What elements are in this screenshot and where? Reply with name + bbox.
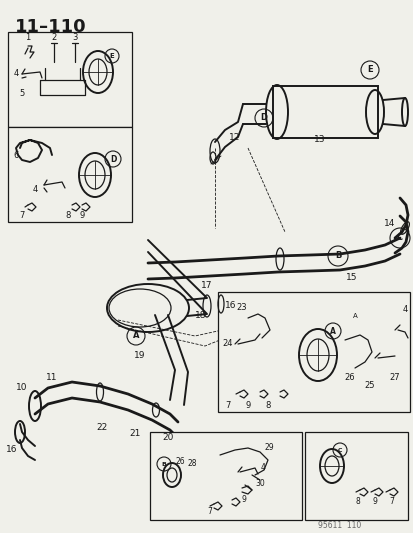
Text: 19: 19	[134, 351, 145, 360]
Text: 9: 9	[79, 212, 84, 221]
Bar	[218, 292, 409, 412]
Text: 4: 4	[260, 464, 265, 472]
Text: 4: 4	[401, 305, 407, 314]
Text: A: A	[133, 332, 139, 341]
Text: 9: 9	[241, 496, 246, 505]
Text: D: D	[260, 114, 267, 123]
Text: 7: 7	[19, 211, 25, 220]
Text: 4: 4	[32, 185, 38, 195]
Text: 8: 8	[265, 400, 270, 409]
Text: 7: 7	[207, 507, 212, 516]
Text: 95611  110: 95611 110	[318, 521, 361, 529]
Text: 17: 17	[201, 281, 212, 290]
Text: 12: 12	[229, 133, 240, 142]
Text: 9: 9	[372, 497, 377, 506]
Text: 7: 7	[225, 400, 230, 409]
Text: 30: 30	[254, 480, 264, 489]
Text: 6: 6	[13, 150, 19, 159]
Text: 11–110: 11–110	[15, 18, 86, 36]
Text: 8: 8	[65, 212, 71, 221]
Text: 1: 1	[25, 34, 31, 43]
Text: 18: 18	[195, 311, 206, 320]
Text: 7: 7	[389, 497, 394, 506]
Text: 16: 16	[6, 446, 18, 455]
Text: 4: 4	[13, 69, 19, 78]
Text: A: A	[329, 327, 335, 335]
Text: E: E	[366, 66, 372, 75]
Text: B: B	[161, 462, 166, 466]
Bar	[8, 127, 132, 222]
Text: 26: 26	[344, 374, 354, 383]
Text: A: A	[352, 313, 356, 319]
Text: 16: 16	[225, 302, 236, 311]
Text: 22: 22	[96, 424, 107, 432]
Text: 13: 13	[313, 135, 325, 144]
Text: 3: 3	[72, 33, 78, 42]
Bar	[272, 86, 377, 138]
Text: 27: 27	[389, 374, 399, 383]
Text: 5: 5	[19, 88, 24, 98]
Text: 10: 10	[16, 384, 28, 392]
Text: 2: 2	[51, 33, 57, 42]
Text: 8: 8	[355, 497, 359, 506]
Text: 14: 14	[383, 220, 395, 229]
Text: 29: 29	[263, 443, 273, 453]
Text: 25: 25	[364, 382, 374, 391]
Text: D: D	[109, 155, 116, 164]
Text: C: C	[396, 233, 402, 243]
Text: 9: 9	[245, 400, 250, 409]
Bar	[8, 32, 132, 127]
Text: 26: 26	[175, 456, 184, 465]
Text: 20: 20	[162, 433, 173, 442]
Text: 21: 21	[129, 430, 140, 439]
Text: B: B	[334, 252, 340, 261]
Text: 15: 15	[345, 273, 357, 282]
Bar	[150, 432, 301, 520]
Text: C: C	[337, 448, 342, 453]
Bar	[304, 432, 407, 520]
Text: 23: 23	[236, 303, 247, 312]
Text: 28: 28	[187, 458, 196, 467]
Text: E: E	[109, 53, 114, 59]
Text: 24: 24	[222, 340, 233, 349]
Text: 11: 11	[46, 374, 57, 383]
